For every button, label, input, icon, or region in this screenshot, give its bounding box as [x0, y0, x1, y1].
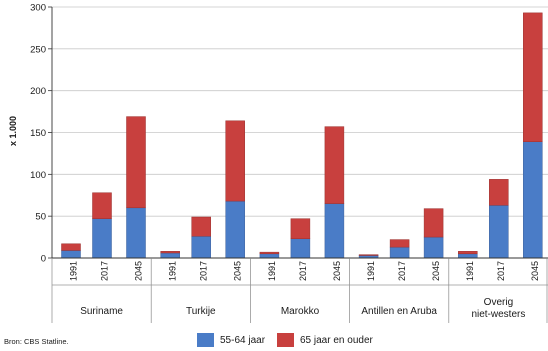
bar-55-64	[191, 235, 211, 259]
bar-65-plus	[358, 254, 379, 256]
bar-65-plus	[523, 12, 543, 142]
bar-55-64	[458, 253, 478, 259]
legend-label: 55-64 jaar	[220, 334, 266, 346]
axis-labels: 0 50 100 150 200 250 300 1991 2017 2045 Suriname 19…	[30, 3, 540, 321]
bar-65-plus	[92, 192, 112, 219]
bar-55-64	[290, 238, 311, 259]
bar-55-64	[92, 218, 112, 259]
legend-item-55-64: 55-64 jaar	[197, 333, 265, 347]
bar-55-64	[61, 250, 81, 259]
bar-55-64	[259, 253, 280, 259]
bar-65-plus	[290, 218, 311, 240]
group-label: Turkije	[186, 306, 216, 317]
y-tick-label: 100	[30, 170, 46, 181]
year-label: 1991	[465, 261, 475, 281]
bar-65-plus	[458, 251, 478, 255]
year-label: 2045	[133, 261, 143, 281]
bars	[61, 12, 543, 259]
group-label: Suriname	[80, 306, 123, 317]
bar-65-plus	[489, 179, 509, 206]
bar-65-plus	[160, 251, 180, 254]
group-label: Overig	[484, 297, 513, 308]
bar-55-64	[126, 207, 146, 259]
axes	[48, 6, 548, 323]
year-label: 2045	[332, 261, 342, 281]
bar-65-plus	[259, 251, 280, 255]
y-axis-label: x 1.000	[8, 116, 18, 146]
bar-55-64	[523, 141, 543, 259]
year-label: 2017	[99, 261, 109, 281]
y-tick-label: 150	[30, 128, 46, 139]
year-label: 1991	[168, 261, 178, 281]
y-tick-label: 200	[30, 86, 46, 97]
bar-65-plus	[191, 216, 211, 237]
year-label: 2017	[199, 261, 209, 281]
y-tick-label: 0	[41, 254, 46, 265]
bar-55-64	[489, 205, 509, 259]
y-tick-label: 50	[35, 212, 46, 223]
bar-65-plus	[324, 126, 345, 204]
year-label: 2045	[530, 261, 540, 281]
group-label: Antillen en Aruba	[361, 306, 437, 317]
year-label: 2045	[233, 261, 243, 281]
year-label: 2017	[496, 261, 506, 281]
year-label: 2017	[397, 261, 407, 281]
bar-65-plus	[61, 243, 81, 251]
year-label: 1991	[366, 261, 376, 281]
y-tick-label: 300	[30, 3, 46, 14]
bar-55-64	[389, 246, 410, 259]
y-tick-label: 250	[30, 44, 46, 55]
bar-65-plus	[225, 120, 245, 202]
bar-55-64	[324, 203, 345, 259]
legend-item-65-plus: 65 jaar en ouder	[277, 333, 373, 347]
year-label: 2045	[431, 261, 441, 281]
bar-65-plus	[423, 208, 444, 238]
year-label: 2017	[298, 261, 308, 281]
bar-55-64	[225, 200, 245, 259]
source-note: Bron: CBS Statline.	[4, 337, 69, 346]
bar-55-64	[423, 236, 444, 259]
bar-65-plus	[389, 239, 410, 248]
legend-swatch-blue	[197, 333, 214, 347]
legend-swatch-red	[277, 333, 294, 347]
group-label: Marokko	[281, 306, 320, 317]
legend-label: 65 jaar en ouder	[300, 334, 373, 346]
bar-65-plus	[126, 116, 146, 209]
bar-55-64	[160, 252, 180, 259]
year-label: 1991	[68, 261, 78, 281]
year-label: 1991	[267, 261, 277, 281]
group-label: niet-westers	[471, 309, 525, 320]
